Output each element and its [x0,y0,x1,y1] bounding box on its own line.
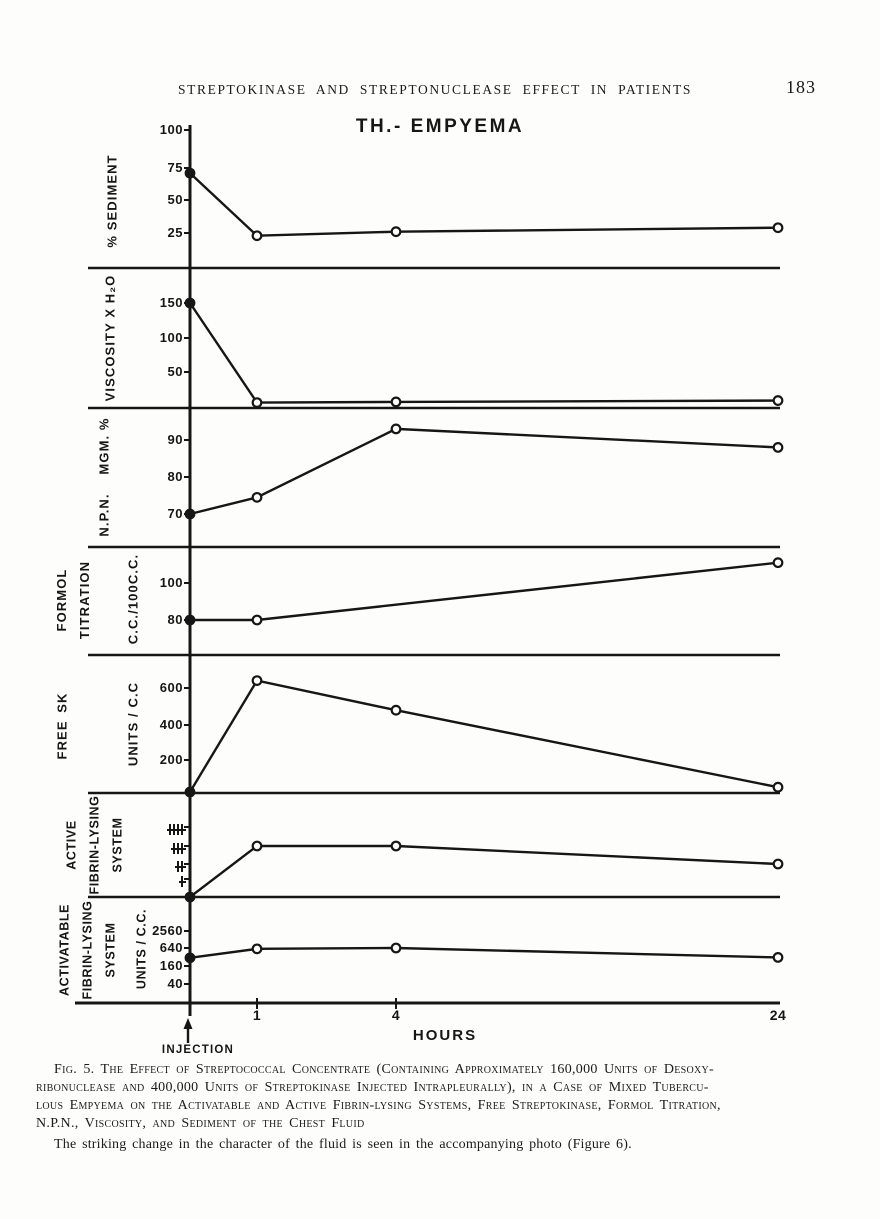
data-point-marker [251,491,263,503]
caption-line-1: Fig. 5. The Effect of Streptococcal Conc… [54,1062,715,1077]
plus-grade-glyph [166,824,186,836]
data-point-marker [251,840,263,852]
y-tick-label [174,858,186,873]
panel-label-0: % SEDIMENT [104,154,120,248]
data-point-marker [772,781,784,793]
injection-point-marker [184,167,196,179]
data-point-marker [772,442,784,453]
data-line-4 [188,679,779,793]
data-point-marker [772,557,784,569]
panel-label-3: FORMOL TITRATION [54,560,92,640]
y-tick-label: 200 [159,752,183,767]
data-point-marker [251,614,263,626]
y-tick-label: 100 [159,122,183,137]
y-tick-label: 640 [159,940,183,955]
data-point-marker [772,222,784,234]
plus-grade-glyph [174,861,186,873]
injection-point-marker [184,952,196,964]
y-tick-label: 160 [159,958,183,973]
data-line-0 [189,172,779,237]
data-line-2 [189,427,779,516]
y-tick-label: 70 [167,506,183,521]
injection-point-marker [184,614,196,626]
injection-arrow-head [183,1018,193,1029]
page-number: 183 [786,77,816,97]
panel-unit-label-6: UNITS / C.C. [134,908,149,990]
data-point-marker [390,704,402,716]
caption-line-2: ribonuclease and 400,000 Units of Strept… [36,1080,709,1095]
y-tick-label: 2560 [152,923,183,938]
data-point-marker [390,226,402,238]
y-tick-label: 400 [159,717,183,732]
y-tick-label: 25 [167,225,183,240]
plus-grade-glyph [178,876,186,888]
panel-label-6: ACTIVATABLE FIBRIN-LYSING SYSTEM [57,900,118,1000]
x-tick-label: 24 [769,1007,787,1023]
data-point-marker [390,840,402,852]
data-line-1 [189,302,779,404]
running-head: STREPTOKINASE AND STREPTONUCLEASE EFFECT… [178,82,692,97]
panel-label-1: VISCOSITY X H₂O [102,274,118,402]
data-point-marker [390,942,402,954]
data-point-marker [390,423,402,435]
data-point-marker [251,675,263,686]
data-point-marker [251,397,263,409]
figure-title: TH.- EMPYEMA [355,116,525,137]
caption-line-4: N.P.N., Viscosity, and Sediment of the C… [36,1116,365,1131]
y-tick-label [170,840,186,855]
panel-label-5: ACTIVE FIBRIN-LYSING SYSTEM [64,795,125,895]
caption-note: The striking change in the character of … [54,1137,632,1152]
data-line-5 [189,844,779,898]
caption-line-3: lous Empyema on the Activatable and Acti… [36,1098,721,1113]
y-tick-label: 80 [167,469,183,484]
y-tick-label: 600 [159,680,183,695]
panel-unit-label-4: UNITS / C.C [125,681,141,767]
y-tick-label: 50 [167,364,183,379]
panel-unit-label-3: C.C./100C.C. [125,553,141,645]
data-line-6 [189,946,779,960]
y-tick-label: 100 [159,575,183,590]
injection-label: INJECTION [161,1044,235,1056]
data-point-marker [772,952,784,963]
y-tick-label: 75 [167,160,183,175]
y-tick-label: 100 [159,330,183,345]
injection-point-marker [184,508,196,520]
y-tick-label: 40 [167,976,183,991]
panel-label-2: N.P.N. MGM. % [96,417,112,537]
x-tick-label: 4 [391,1007,401,1023]
y-tick-label: 80 [167,612,183,627]
y-tick-label [166,821,186,836]
injection-point-marker [184,786,196,798]
y-tick-label: 50 [167,192,183,207]
x-axis-label: HOURS [412,1027,478,1044]
y-tick-label: 150 [159,295,183,310]
injection-point-marker [184,891,196,903]
data-point-marker [772,858,784,870]
panel-label-4: FREE SK [54,692,70,760]
y-tick-label [178,873,186,888]
x-tick-label: 1 [252,1007,262,1023]
data-point-marker [251,230,263,242]
injection-point-marker [184,297,196,309]
data-point-marker [390,396,402,408]
y-tick-label: 90 [167,432,183,447]
data-point-marker [772,395,784,406]
plus-grade-glyph [170,843,186,855]
data-point-marker [251,943,263,955]
